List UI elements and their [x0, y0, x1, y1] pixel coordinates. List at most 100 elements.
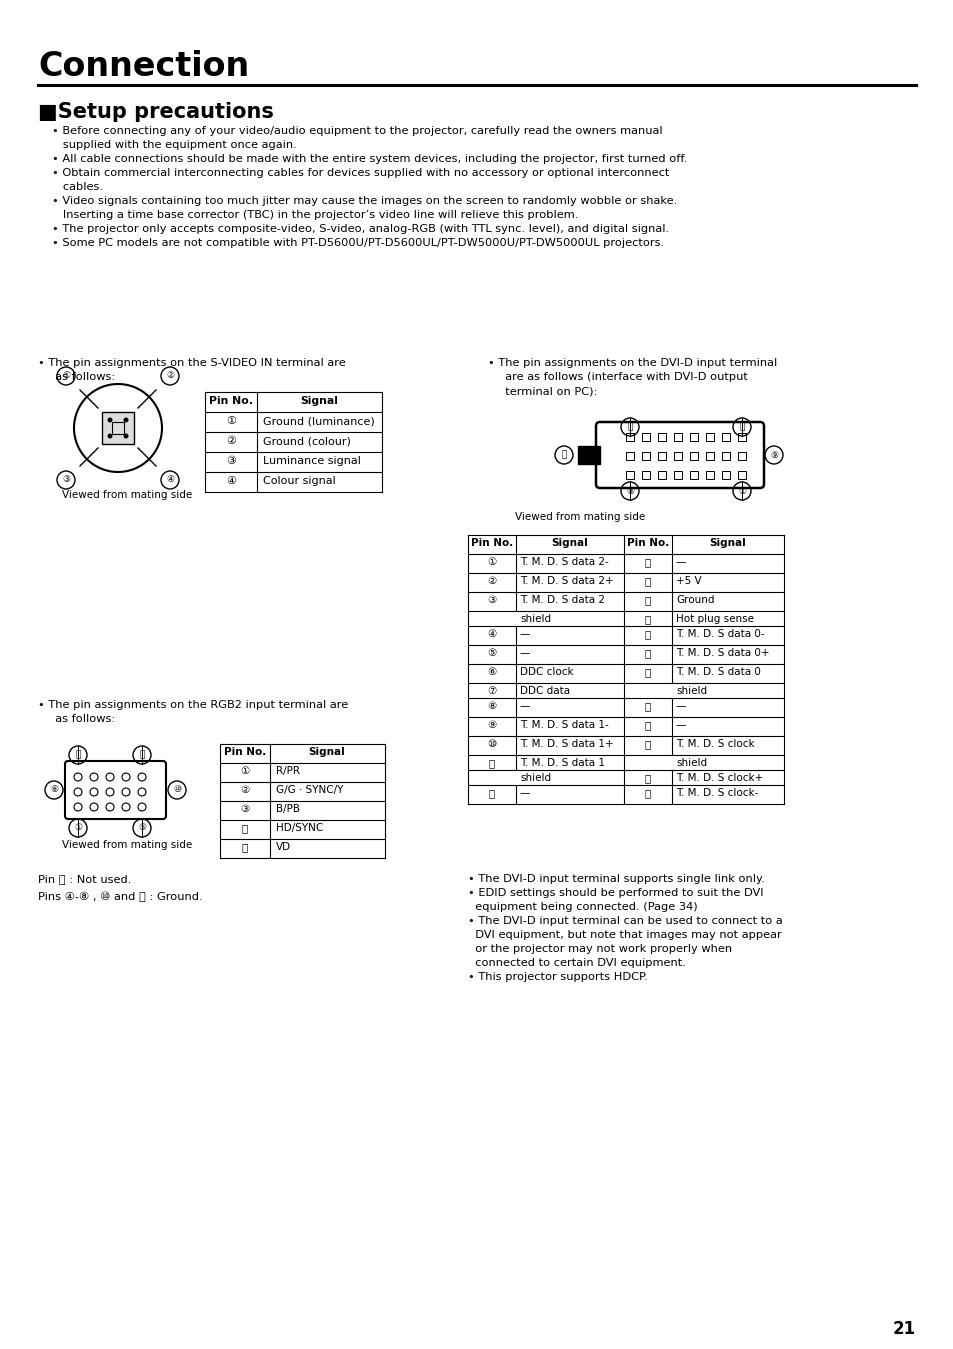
Bar: [705, 471, 713, 479]
Bar: [658, 471, 665, 479]
Circle shape: [123, 433, 129, 438]
Text: ③: ③: [226, 456, 235, 465]
Text: • Some PC models are not compatible with PT-D5600U/PT-D5600UL/PT-DW5000U/PT-DW50: • Some PC models are not compatible with…: [52, 237, 663, 248]
Bar: [641, 433, 649, 441]
Text: ②: ②: [240, 785, 250, 795]
Text: ⑯: ⑯: [644, 614, 651, 625]
Bar: [673, 452, 681, 460]
Text: shield: shield: [519, 614, 551, 625]
Text: ⑤: ⑤: [487, 648, 497, 658]
Text: ③: ③: [62, 475, 70, 484]
Text: ■Setup precautions: ■Setup precautions: [38, 103, 274, 121]
Text: 21: 21: [892, 1321, 915, 1338]
Text: • The pin assignments on the RGB2 input terminal are: • The pin assignments on the RGB2 input …: [38, 700, 348, 710]
Circle shape: [108, 433, 112, 438]
Bar: [705, 433, 713, 441]
Text: • The DVI-D input terminal can be used to connect to a: • The DVI-D input terminal can be used t…: [468, 916, 781, 925]
Text: • All cable connections should be made with the entire system devices, including: • All cable connections should be made w…: [52, 154, 686, 165]
Text: ⑬: ⑬: [242, 823, 248, 832]
Text: as follows:: as follows:: [48, 372, 115, 382]
Text: T. M. D. S data 1-: T. M. D. S data 1-: [519, 720, 608, 730]
Text: ⑩: ⑩: [487, 739, 497, 749]
Text: or the projector may not work properly when: or the projector may not work properly w…: [468, 944, 731, 954]
Text: shield: shield: [676, 687, 706, 696]
Text: DDC data: DDC data: [519, 687, 570, 696]
Text: —: —: [519, 648, 530, 658]
Text: ⑯: ⑯: [560, 451, 566, 460]
Text: ⑧: ⑧: [487, 701, 497, 711]
Text: T. M. D. S data 0: T. M. D. S data 0: [676, 666, 760, 677]
Text: ①: ①: [738, 487, 745, 495]
Text: DDC clock: DDC clock: [519, 666, 573, 677]
Text: ⑨: ⑨: [487, 720, 497, 730]
Text: connected to certain DVI equipment.: connected to certain DVI equipment.: [468, 958, 685, 969]
Text: ⑮: ⑮: [139, 750, 145, 759]
Text: ①: ①: [240, 766, 250, 776]
Text: T. M. D. S clock: T. M. D. S clock: [676, 739, 754, 749]
Text: Pins ④-⑧ , ⑩ and ⑪ : Ground.: Pins ④-⑧ , ⑩ and ⑪ : Ground.: [38, 892, 202, 902]
Text: ⑬: ⑬: [644, 557, 651, 567]
Bar: [738, 471, 745, 479]
Text: ⑮: ⑮: [644, 595, 651, 604]
Text: Pin No.: Pin No.: [626, 538, 668, 548]
Text: ②: ②: [166, 371, 173, 380]
Bar: [721, 452, 729, 460]
Bar: [689, 452, 698, 460]
Bar: [721, 471, 729, 479]
FancyBboxPatch shape: [102, 411, 133, 444]
Text: shield: shield: [676, 758, 706, 768]
Text: • Before connecting any of your video/audio equipment to the projector, carefull: • Before connecting any of your video/au…: [52, 125, 662, 136]
Bar: [705, 452, 713, 460]
Text: • The projector only accepts composite-video, S-video, analog-RGB (with TTL sync: • The projector only accepts composite-v…: [52, 224, 668, 233]
Text: ⑰: ⑰: [739, 422, 744, 432]
Bar: [721, 433, 729, 441]
Text: Ground: Ground: [676, 595, 714, 604]
Text: +5 V: +5 V: [676, 576, 700, 585]
Text: ③: ③: [487, 595, 497, 604]
Text: T. M. D. S data 2: T. M. D. S data 2: [519, 595, 604, 604]
Bar: [625, 471, 634, 479]
Text: • The pin assignments on the DVI-D input terminal: • The pin assignments on the DVI-D input…: [488, 357, 777, 368]
Bar: [738, 433, 745, 441]
Bar: [578, 447, 599, 464]
Text: ⑥: ⑥: [50, 785, 58, 795]
Text: ⑨: ⑨: [769, 451, 778, 460]
Text: ⑥: ⑥: [487, 666, 497, 677]
Text: • Video signals containing too much jitter may cause the images on the screen to: • Video signals containing too much jitt…: [52, 196, 677, 206]
Text: Hot plug sense: Hot plug sense: [676, 614, 753, 625]
Bar: [738, 452, 745, 460]
Bar: [689, 433, 698, 441]
Text: ⑰: ⑰: [644, 629, 651, 639]
Text: ⑭: ⑭: [644, 576, 651, 585]
Bar: [658, 452, 665, 460]
Text: —: —: [519, 629, 530, 639]
Text: terminal on PC):: terminal on PC):: [497, 386, 597, 397]
Text: HD/SYNC: HD/SYNC: [275, 823, 323, 832]
Text: equipment being connected. (Page 34): equipment being connected. (Page 34): [468, 902, 697, 912]
Text: VD: VD: [275, 842, 291, 853]
Text: ⑷: ⑷: [627, 422, 632, 432]
Text: ⑭: ⑭: [242, 842, 248, 853]
Bar: [641, 452, 649, 460]
Text: —: —: [676, 557, 685, 567]
Text: Connection: Connection: [38, 50, 249, 84]
Text: ④: ④: [166, 475, 173, 484]
Text: as follows:: as follows:: [48, 714, 115, 724]
Text: • This projector supports HDCP.: • This projector supports HDCP.: [468, 973, 647, 982]
Text: supplied with the equipment once again.: supplied with the equipment once again.: [52, 140, 296, 150]
Text: ②: ②: [487, 576, 497, 585]
Text: ①: ①: [74, 823, 82, 832]
Text: cables.: cables.: [52, 182, 103, 192]
Text: DVI equipment, but note that images may not appear: DVI equipment, but note that images may …: [468, 929, 781, 940]
Text: ④: ④: [487, 629, 497, 639]
Text: —: —: [519, 788, 530, 799]
Text: Signal: Signal: [551, 538, 588, 548]
Text: —: —: [676, 720, 685, 730]
Text: are as follows (interface with DVI-D output: are as follows (interface with DVI-D out…: [497, 372, 747, 382]
Text: ①: ①: [487, 557, 497, 567]
Text: Pin No.: Pin No.: [471, 538, 513, 548]
Text: • EDID settings should be performed to suit the DVI: • EDID settings should be performed to s…: [468, 888, 762, 898]
Text: T. M. D. S data 1+: T. M. D. S data 1+: [519, 739, 613, 749]
Text: T. M. D. S data 0-: T. M. D. S data 0-: [676, 629, 763, 639]
Text: B/PB: B/PB: [275, 804, 299, 813]
